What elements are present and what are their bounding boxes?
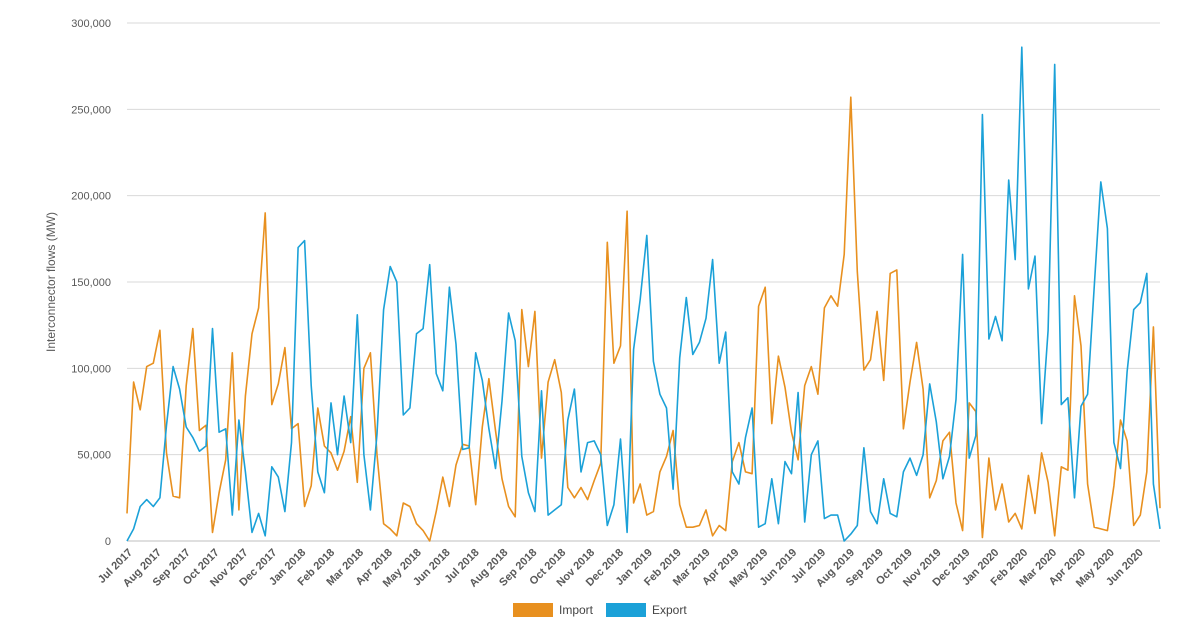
- legend-label: Import: [559, 603, 594, 617]
- y-tick-label: 0: [105, 536, 111, 548]
- series-line-import: [126, 96, 1161, 542]
- gridlines: [127, 22, 1160, 542]
- y-axis: 0 50,000 100,000 150,000 200,000 250,000 300,0…: [71, 18, 111, 548]
- y-tick-label: 250,000: [71, 104, 111, 116]
- legend-label: Export: [652, 603, 687, 617]
- legend-item-export: Export: [606, 603, 687, 617]
- y-axis-title: Interconnector flows (MW): [44, 212, 58, 352]
- y-tick-label: 200,000: [71, 191, 111, 203]
- legend-swatch: [513, 603, 553, 617]
- y-tick-label: 100,000: [71, 363, 111, 375]
- legend: Import Export: [513, 603, 687, 617]
- y-tick-label: 150,000: [71, 277, 111, 289]
- series-line-export: [126, 46, 1161, 542]
- legend-swatch: [606, 603, 646, 617]
- y-tick-label: 300,000: [71, 18, 111, 30]
- y-tick-label: 50,000: [77, 450, 111, 462]
- legend-item-import: Import: [513, 603, 594, 617]
- series-lines: [126, 46, 1161, 542]
